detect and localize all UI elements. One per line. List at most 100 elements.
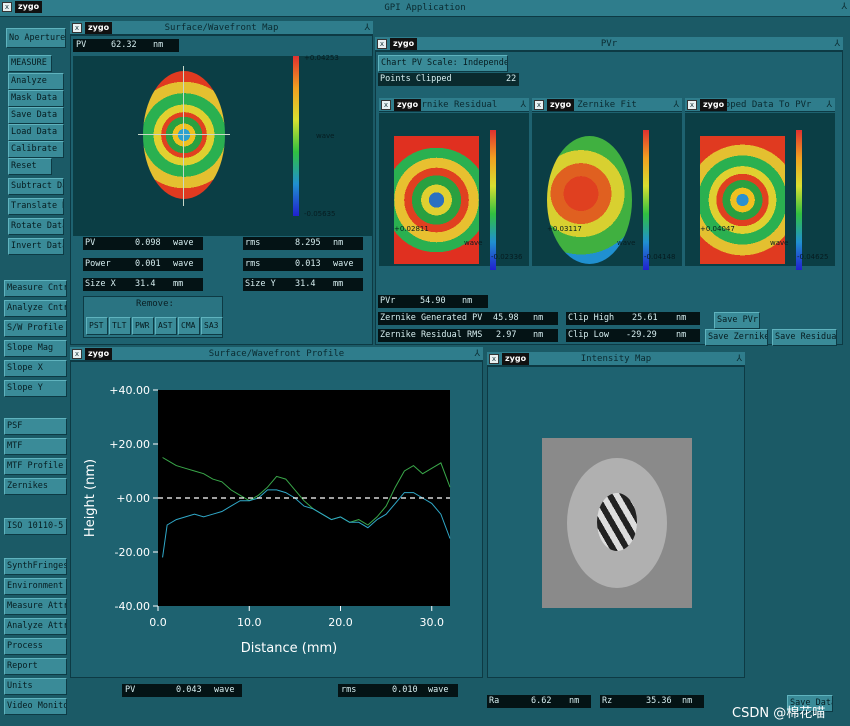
sidebar-item[interactable]: Zernikes [4, 478, 67, 495]
close-icon[interactable]: x [72, 23, 82, 33]
pin-icon[interactable]: ⅄ [364, 23, 371, 33]
x-axis-label: Distance (mm) [241, 641, 337, 656]
pin-icon[interactable]: ⅄ [736, 354, 743, 364]
remove-tlt-button[interactable]: TLT [109, 317, 131, 335]
close-icon[interactable]: x [377, 39, 387, 49]
sidebar-item[interactable]: MTF Profile [4, 458, 67, 475]
remove-ast-button[interactable]: AST [155, 317, 177, 335]
y-tick-label: +40.00 [109, 384, 150, 397]
intensity-image[interactable] [542, 438, 692, 608]
app-title-bar: x zygo GPI Application ⅄ [0, 0, 850, 17]
scale-unit-label: wave [770, 239, 789, 247]
remove-sa3-button[interactable]: SA3 [201, 317, 223, 335]
sidebar-item[interactable]: Subtract Da [8, 178, 64, 195]
sidebar-item[interactable]: Translate D [8, 198, 64, 215]
profile-title: Surface/Wavefront Profile [208, 349, 345, 359]
surface-field: Size X 31.4 mm [83, 278, 203, 291]
sidebar-item[interactable]: Measure Attr [4, 598, 67, 615]
scale-min-label: -0.04625 [797, 253, 829, 261]
zygo-logo: zygo [547, 99, 575, 111]
sidebar-item[interactable]: No Aperture [6, 28, 66, 48]
y-tick-label: +0.00 [116, 492, 150, 505]
scale-max-label: +0.02811 [394, 225, 429, 233]
rz-field: Rz 35.36 nm [600, 695, 704, 708]
sidebar-item[interactable]: MEASURE [8, 55, 52, 72]
sidebar-item[interactable]: Save Data [8, 107, 64, 124]
pvr-titlebar: x zygo PVr ⅄ [375, 37, 843, 51]
map-image [394, 136, 479, 264]
scale-min-label: -0.05635 [304, 210, 336, 218]
sidebar-item[interactable]: Slope X [4, 360, 67, 377]
profile-rms-field: rms 0.010 wave [338, 684, 458, 697]
pin-icon[interactable]: ⅄ [520, 100, 527, 110]
y-axis-label: Height (nm) [83, 459, 98, 537]
pin-icon[interactable]: ⅄ [841, 2, 848, 12]
y-tick-label: -40.00 [115, 600, 150, 613]
sidebar-item[interactable]: Process [4, 638, 67, 655]
sidebar-item[interactable]: Load Data [8, 124, 64, 141]
sidebar-item[interactable]: Units [4, 678, 67, 695]
clip-high-field: Clip High 25.61 nm [566, 312, 700, 325]
surface-map-title: Surface/Wavefront Map [164, 23, 279, 33]
sidebar-item[interactable]: Invert Data [8, 238, 64, 255]
sidebar-item[interactable]: Analyze Cntrl [4, 300, 67, 317]
intensity-title: Intensity Map [580, 354, 652, 364]
clipped-titlebar: x zygo Clipped Data To PVr ⅄ [685, 98, 835, 112]
zernike-res-rms-field: Zernike Residual RMS 2.97 nm [378, 329, 558, 342]
profile-chart[interactable]: +40.00 +20.00 +0.00 -20.00 -40.00 0.0 10.0 20.0… [72, 363, 482, 676]
pin-icon[interactable]: ⅄ [826, 100, 833, 110]
zernike-residual-plot[interactable]: +0.02811 wave -0.02336 [379, 113, 529, 270]
clipped-plot[interactable]: +0.04047 wave -0.04625 [685, 113, 835, 270]
sidebar-item[interactable]: S/W Profile [4, 320, 67, 337]
sidebar-item[interactable]: MTF [4, 438, 67, 455]
intensity-titlebar: x zygo Intensity Map ⅄ [487, 352, 745, 366]
save-data-button[interactable]: Save Data [787, 695, 833, 712]
sidebar-item[interactable]: Report [4, 658, 67, 675]
scale-unit-label: wave [617, 239, 636, 247]
sidebar-item[interactable]: Mask Data [8, 90, 64, 107]
ra-field: Ra 6.62 nm [487, 695, 591, 708]
zygo-logo: zygo [85, 348, 113, 360]
sidebar-item[interactable]: Video Monitor [4, 698, 67, 715]
sidebar-item[interactable]: Environment Te [4, 578, 67, 595]
scale-max-label: +0.03117 [547, 225, 582, 233]
save-pvr-button[interactable]: Save PVr [714, 312, 760, 329]
save-zernike-button[interactable]: Save Zernike [705, 329, 768, 346]
sidebar-item[interactable]: ISO 10110-5 [4, 518, 67, 535]
x-tick-label: 30.0 [420, 616, 445, 629]
sidebar-item[interactable]: Analyze Attr [4, 618, 67, 635]
zygo-logo: zygo [700, 99, 728, 111]
chart-pv-scale-button[interactable]: Chart PV Scale: Independent [378, 55, 508, 72]
save-residual-button[interactable]: Save Residual [772, 329, 837, 346]
sidebar-item[interactable]: PSF [4, 418, 67, 435]
sidebar-item[interactable]: Reset [8, 158, 52, 175]
pin-icon[interactable]: ⅄ [474, 349, 481, 359]
intensity-window [487, 366, 745, 678]
remove-cma-button[interactable]: CMA [178, 317, 200, 335]
scale-unit-label: wave [316, 132, 335, 140]
sidebar-item[interactable]: SynthFringes [4, 558, 67, 575]
close-icon[interactable]: x [687, 100, 697, 110]
surface-map-plot[interactable]: +0.04253 wave -0.05635 [73, 54, 373, 236]
close-icon[interactable]: x [381, 100, 391, 110]
zernike-fit-plot[interactable]: +0.03117 wave -0.04148 [532, 113, 682, 270]
close-icon[interactable]: x [534, 100, 544, 110]
surface-field: PV 0.098 wave [83, 237, 203, 250]
sidebar-item[interactable]: Measure Cntrl [4, 280, 67, 297]
close-icon[interactable]: x [2, 2, 12, 12]
sidebar-item[interactable]: Calibrate [8, 141, 64, 158]
close-icon[interactable]: x [489, 354, 499, 364]
map-image [547, 136, 632, 264]
sidebar-item[interactable]: Rotate Data [8, 218, 64, 235]
close-icon[interactable]: x [72, 349, 82, 359]
sidebar-item[interactable]: Analyze [8, 73, 64, 90]
sidebar-item[interactable]: Slope Y [4, 380, 67, 397]
remove-pst-button[interactable]: PST [86, 317, 108, 335]
scale-min-label: -0.04148 [644, 253, 676, 261]
pin-icon[interactable]: ⅄ [834, 39, 841, 49]
pin-icon[interactable]: ⅄ [673, 100, 680, 110]
sidebar-item[interactable]: Slope Mag [4, 340, 67, 357]
map-title: Zernike Fit [577, 100, 637, 110]
points-clipped-field: Points Clipped 22 [378, 73, 519, 86]
remove-pwr-button[interactable]: PWR [132, 317, 154, 335]
